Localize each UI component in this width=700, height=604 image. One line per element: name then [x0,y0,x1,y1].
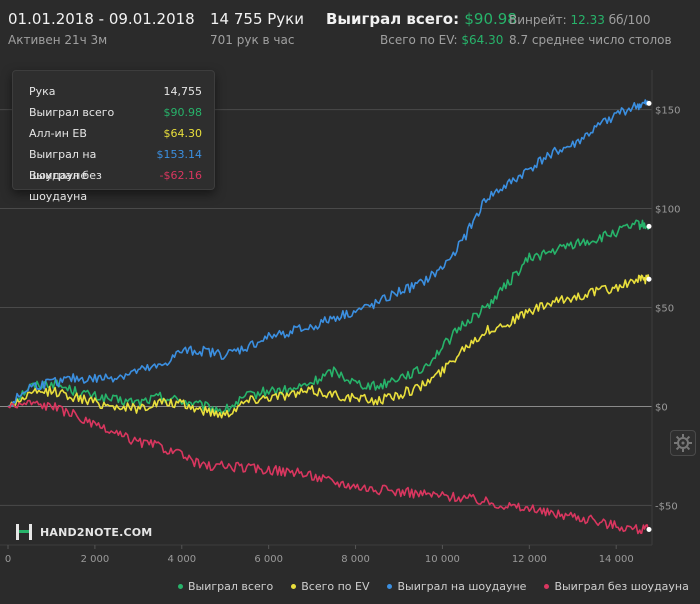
hands-total: 14 755 Руки [210,10,304,28]
won-ev-label: Всего по EV: [380,33,458,47]
h2n-logo-icon [16,524,32,540]
x-tick-label: 12 000 [512,554,547,565]
gear-icon [674,434,692,452]
hands-per-hour: 701 рук в час [210,33,295,47]
series-line [7,99,650,408]
series-line [8,274,650,419]
series-endpoint [646,100,652,106]
legend-label: Выиграл всего [188,580,274,593]
x-tick-label: 14 000 [599,554,634,565]
tooltip-value: $90.98 [163,106,203,119]
winrate-value: 12.33 [570,13,605,27]
won-total-label: Выиграл всего: [326,10,460,28]
legend-item[interactable]: Выиграл всего [178,580,273,593]
chart-legend: Выиграл всего Всего по EV Выиграл на шоуда… [178,580,700,593]
legend-label: Всего по EV [301,580,370,593]
date-range: 01.01.2018 - 09.01.2018 [8,10,195,28]
legend-label: Выиграл без шоудауна [554,580,689,593]
legend-dot [291,584,297,589]
legend-item[interactable]: Выиграл без шоудауна [544,580,689,593]
won-ev-value: $64.30 [461,33,504,47]
chart-tooltip: Рука 14,755 Выиграл всего $90.98 Алл-ин ЕВ $6… [12,70,215,203]
series-endpoint [646,526,652,532]
won-total-value: $90.98 [464,10,517,28]
active-time: Активен 21ч 3м [8,33,108,47]
x-tick-label: 0 [5,554,11,565]
tooltip-label: Выиграл всего [29,106,115,119]
won-total: Выиграл всего: $90.98 [326,10,517,28]
winrate-label: Винрейт: [509,13,567,27]
tooltip-row: Алл-ин ЕВ $64.30 [29,123,202,144]
tooltip-label: Рука [29,85,56,98]
y-tick-label: $100 [655,205,680,216]
tooltip-value: -$62.16 [159,169,202,182]
series-line [7,399,650,535]
tooltip-row: Рука 14,755 [29,81,202,102]
legend-dot [178,584,183,589]
legend-dot [544,584,550,589]
tooltip-row: Выиграл всего $90.98 [29,102,202,123]
y-tick-label: $0 [655,402,668,413]
tooltip-row: Выиграл на шоудауне $153.14 [29,144,203,182]
avg-tables: 8.7 среднее число столов [509,33,672,47]
won-ev: Всего по EV: $64.30 [380,33,503,47]
legend-item[interactable]: Всего по EV [291,580,369,593]
x-tick-label: 6 000 [254,554,283,565]
logo-text: HAND2NOTE.COM [40,525,153,539]
x-tick-label: 8 000 [341,554,370,565]
y-tick-label: -$50 [655,501,678,512]
tooltip-row: Выиграл без шоудауна -$62.16 [29,165,202,203]
tooltip-label: Алл-ин ЕВ [29,127,87,140]
series-line [7,219,650,414]
tooltip-value: $153.14 [156,148,203,161]
series-endpoint [646,223,652,229]
tooltip-value: 14,755 [163,85,203,98]
y-tick-label: $50 [655,304,674,315]
x-tick-label: 4 000 [167,554,196,565]
winrate: Винрейт: 12.33 бб/100 [509,13,650,27]
y-tick-label: $150 [655,106,680,117]
x-tick-label: 2 000 [81,554,110,565]
logo: HAND2NOTE.COM [14,522,152,542]
legend-dot [387,584,393,589]
tooltip-value: $64.30 [163,127,203,140]
tooltip-label: Выиграл без шоудауна [29,169,102,203]
legend-item[interactable]: Выиграл на шоудауне [387,580,526,593]
legend-label: Выиграл на шоудауне [397,580,527,593]
settings-button[interactable] [670,430,696,456]
tooltip-label: Выиграл на шоудауне [29,148,97,182]
x-tick-label: 10 000 [425,554,460,565]
winrate-unit: бб/100 [608,13,651,27]
series-endpoint [646,276,652,282]
